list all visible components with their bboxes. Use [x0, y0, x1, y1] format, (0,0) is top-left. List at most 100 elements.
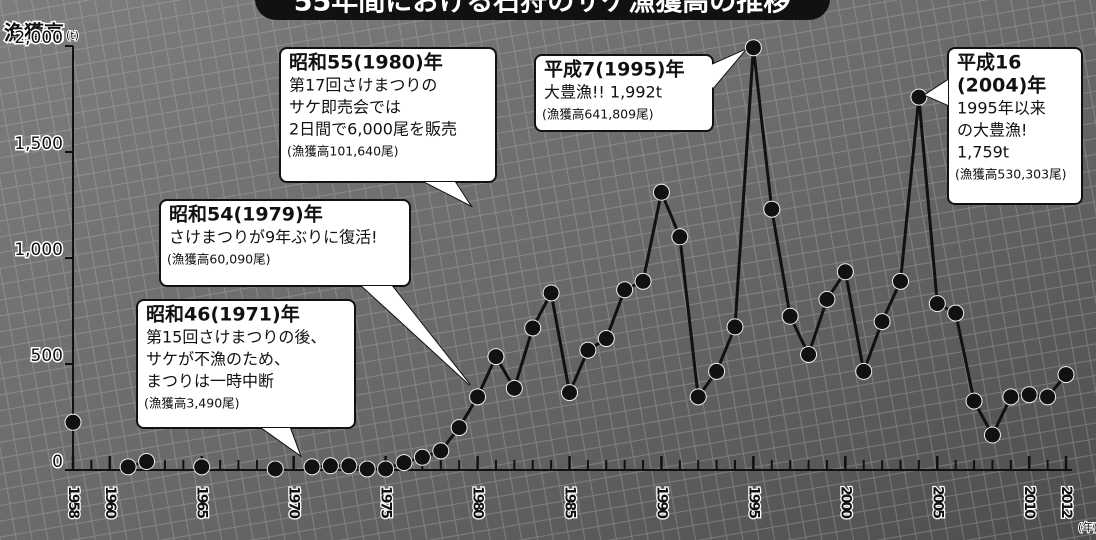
data-point — [597, 330, 615, 348]
annotation-box — [534, 54, 714, 132]
data-point — [781, 307, 799, 325]
data-point — [763, 200, 781, 218]
data-point — [836, 263, 854, 281]
annotation-tail-cover — [700, 50, 745, 88]
x-tick-label: 1965 — [194, 486, 210, 518]
data-point — [193, 458, 211, 476]
annotation-text: さけまつりが9年ぶりに復活! — [169, 228, 378, 247]
data-point — [671, 228, 689, 246]
data-point — [726, 318, 744, 336]
annotation-heading: 平成16 — [957, 51, 1021, 74]
data-point — [634, 272, 652, 290]
annotation-text: 第17回さけまつりの — [289, 76, 437, 95]
data-point — [873, 313, 891, 331]
data-point — [413, 448, 431, 466]
data-point — [340, 457, 358, 475]
data-point — [64, 413, 82, 431]
chart-title: 55年間における石狩のサケ漁獲高の推移 — [294, 0, 791, 18]
annotation-tail-cover — [262, 428, 300, 455]
annotation-text: 大豊漁!! 1,992t — [544, 83, 662, 102]
annotation-note: (漁獲高530,303尾) — [955, 167, 1066, 182]
annotation-text: まつりは一時中断 — [146, 372, 274, 391]
data-point — [395, 454, 413, 472]
annotation-text: 第15回さけまつりの後、 — [146, 328, 326, 347]
title-banner — [255, 0, 830, 20]
annotation-text: サケが不漁のため、 — [146, 350, 290, 369]
data-point — [928, 295, 946, 313]
x-tick-label: 2012 — [1058, 486, 1074, 518]
x-tick-label: 1985 — [562, 486, 578, 518]
data-point — [855, 362, 873, 380]
annotation-text: 1995年以来 — [957, 99, 1046, 118]
y-tick-label: 2,000 — [14, 28, 63, 48]
y-tick-label: 500 — [31, 346, 63, 366]
data-point — [266, 460, 284, 478]
annotation-box — [279, 47, 497, 183]
data-point — [1020, 386, 1038, 404]
x-tick-label: 1980 — [470, 486, 486, 519]
data-point — [983, 426, 1001, 444]
data-point — [303, 458, 321, 476]
data-point — [892, 272, 909, 290]
x-tick-label: 2005 — [929, 486, 945, 518]
data-point — [432, 442, 450, 460]
y-tick-label: 1,500 — [14, 134, 63, 154]
x-tick-label: 1970 — [286, 486, 302, 519]
annotation-note: (漁獲高3,490尾) — [144, 396, 240, 411]
annotation-tail-cover — [362, 286, 470, 385]
data-point — [1057, 366, 1075, 384]
annotation-tail-cover — [425, 182, 470, 205]
annotation-box — [947, 47, 1083, 205]
annotation: 昭和46(1971)年第15回さけまつりの後、サケが不漁のため、まつりは一時中断… — [136, 299, 356, 458]
y-tick-label: 1,000 — [14, 240, 63, 260]
data-point — [450, 419, 468, 437]
data-point — [469, 388, 487, 406]
data-point — [561, 384, 578, 402]
data-point — [1039, 388, 1057, 406]
annotation-note: (漁獲高641,809尾) — [542, 107, 653, 122]
data-point — [708, 362, 726, 380]
annotation-note: (漁獲高60,090尾) — [167, 252, 271, 267]
data-point — [800, 345, 818, 363]
y-tick-label: 0 — [52, 452, 63, 472]
annotation-heading: 昭和46(1971)年 — [146, 303, 300, 326]
annotation-text: サケ即売会では — [289, 98, 401, 117]
annotation-heading: (2004)年 — [957, 74, 1046, 97]
annotation-text: 2日間で6,000尾を販売 — [289, 120, 457, 139]
data-point — [138, 453, 156, 471]
data-point — [524, 319, 542, 337]
annotation-heading: 昭和54(1979)年 — [169, 203, 323, 226]
y-axis-unit: (t) — [66, 29, 79, 42]
data-point — [652, 183, 670, 201]
data-point — [616, 281, 634, 299]
data-point — [579, 341, 597, 359]
x-tick-label: 1990 — [653, 486, 669, 519]
annotation-tail-cover — [925, 80, 948, 105]
data-point — [487, 348, 505, 366]
x-tick-label: 1960 — [102, 486, 118, 519]
data-point — [910, 88, 928, 106]
data-point — [1002, 388, 1020, 406]
y-axis-label: 漁獲高 — [4, 21, 64, 45]
data-point — [965, 392, 983, 410]
x-tick-label: 1995 — [745, 486, 761, 518]
x-tick-label: 1975 — [378, 486, 394, 518]
x-tick-label: 1958 — [65, 486, 81, 518]
data-point — [542, 284, 560, 302]
annotation-heading: 平成7(1995)年 — [544, 58, 684, 81]
data-point — [321, 457, 339, 475]
annotation-text: 1,759t — [957, 143, 1009, 162]
data-point — [358, 460, 376, 478]
x-tick-label: 2010 — [1021, 486, 1037, 519]
annotation-box — [136, 299, 356, 429]
annotation-heading: 昭和55(1980)年 — [289, 51, 443, 74]
data-point — [689, 388, 707, 406]
data-point — [505, 379, 523, 397]
data-point — [377, 460, 395, 478]
x-axis-unit: (年) — [1078, 520, 1096, 534]
